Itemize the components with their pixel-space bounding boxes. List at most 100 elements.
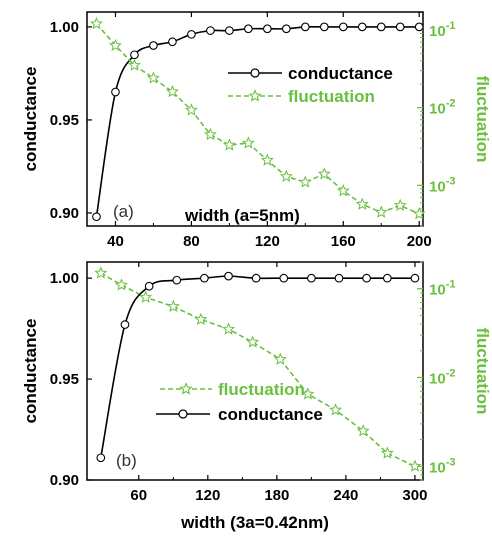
legend-label-fluctuation-a: fluctuation xyxy=(288,87,375,106)
point-fluctuation-b-11 xyxy=(380,446,394,459)
x-tick-label-b-2: 180 xyxy=(264,487,289,504)
point-conductance-b-9 xyxy=(334,273,344,283)
point-conductance-a-10 xyxy=(281,24,291,34)
legend-marker-conductance-a xyxy=(250,68,260,78)
point-fluctuation-b-3 xyxy=(166,299,180,313)
series-line-conductance-a xyxy=(95,25,420,217)
point-conductance-a-0 xyxy=(92,212,101,222)
y-tick-label-right-a-1: 10-2 xyxy=(429,98,455,118)
y-axis-label-left-a: conductance xyxy=(21,67,40,172)
point-conductance-b-6 xyxy=(251,273,261,283)
series-line-conductance-b xyxy=(100,275,415,458)
point-conductance-a-13 xyxy=(338,22,348,32)
point-conductance-b-8 xyxy=(307,273,316,283)
legend-marker-conductance-b xyxy=(178,409,188,419)
point-fluctuation-a-8 xyxy=(241,136,255,149)
point-conductance-a-2 xyxy=(130,50,139,60)
point-conductance-b-1 xyxy=(120,320,130,329)
legend-label-conductance-a: conductance xyxy=(288,64,393,83)
panel-label-b: (b) xyxy=(116,451,137,470)
point-fluctuation-a-4 xyxy=(165,84,179,98)
point-fluctuation-b-7 xyxy=(273,352,287,365)
point-fluctuation-a-0 xyxy=(90,16,103,30)
legend-label-conductance-b: conductance xyxy=(218,405,323,424)
plot-frame-b xyxy=(86,261,424,481)
point-fluctuation-b-0 xyxy=(94,266,108,279)
point-fluctuation-a-12 xyxy=(317,167,331,180)
point-conductance-a-5 xyxy=(187,29,196,39)
point-conductance-b-2 xyxy=(144,281,154,291)
point-conductance-b-12 xyxy=(410,273,420,283)
point-conductance-a-8 xyxy=(244,24,253,34)
y-tick-label-left-b-0: 0.90 xyxy=(50,472,79,489)
point-fluctuation-a-14 xyxy=(355,197,369,210)
point-fluctuation-a-5 xyxy=(184,103,198,116)
x-tick-label-b-1: 120 xyxy=(195,487,220,504)
panel-b: 60 120 180 240 300 0.90 0.95 1.00 10-1 10-2 10-3 (… xyxy=(21,261,492,532)
point-conductance-a-4 xyxy=(168,37,177,47)
x-axis-label-b: width (3a=0.42nm) xyxy=(180,513,329,532)
point-fluctuation-a-13 xyxy=(336,184,350,197)
point-conductance-a-14 xyxy=(357,22,367,32)
panel-label-a: (a) xyxy=(113,202,134,221)
point-fluctuation-a-1 xyxy=(108,38,122,52)
y-tick-label-left-a-0: 0.90 xyxy=(50,205,79,222)
series-a xyxy=(90,16,426,222)
y-tick-label-left-b-1: 0.95 xyxy=(50,371,79,388)
point-fluctuation-a-3 xyxy=(146,71,160,84)
point-fluctuation-a-17 xyxy=(412,207,426,220)
point-conductance-a-6 xyxy=(206,26,215,35)
point-conductance-b-11 xyxy=(382,273,392,283)
point-fluctuation-b-1 xyxy=(115,278,128,291)
point-conductance-b-4 xyxy=(200,273,209,283)
point-fluctuation-a-16 xyxy=(393,198,407,212)
x-tick-label-a-0: 40 xyxy=(107,233,124,250)
point-conductance-a-16 xyxy=(395,22,405,32)
point-conductance-b-0 xyxy=(96,453,106,463)
y-tick-label-right-a-0: 10-1 xyxy=(429,20,455,40)
y-tick-label-left-a-1: 0.95 xyxy=(50,112,79,129)
point-fluctuation-b-4 xyxy=(194,312,208,326)
x-tick-label-b-0: 60 xyxy=(130,487,147,504)
y-axis-label-right-b: fluctuation xyxy=(473,328,492,415)
x-tick-label-a-2: 120 xyxy=(255,233,280,250)
point-fluctuation-b-6 xyxy=(246,335,260,348)
point-fluctuation-a-15 xyxy=(374,205,388,218)
point-fluctuation-b-12 xyxy=(408,459,422,472)
y-axis-label-left-b: conductance xyxy=(21,319,40,424)
point-fluctuation-a-11 xyxy=(298,175,312,188)
point-fluctuation-b-10 xyxy=(356,424,370,437)
point-fluctuation-b-2 xyxy=(139,290,153,303)
legend-marker-fluctuation-b xyxy=(179,382,193,395)
series-line-fluctuation-b xyxy=(100,272,416,467)
x-tick-label-b-4: 300 xyxy=(402,487,427,504)
point-conductance-a-1 xyxy=(111,87,120,97)
point-fluctuation-a-2 xyxy=(127,58,141,71)
legend-a: conductance fluctuation xyxy=(228,64,393,106)
series-b xyxy=(94,266,422,472)
point-fluctuation-a-10 xyxy=(279,169,293,183)
plot-frame-a xyxy=(86,11,424,227)
point-conductance-a-11 xyxy=(300,22,310,32)
x-tick-label-a-4: 200 xyxy=(407,233,432,250)
point-conductance-a-7 xyxy=(225,26,234,35)
y-tick-label-right-a-2: 10-3 xyxy=(429,175,455,195)
x-tick-label-b-3: 240 xyxy=(333,487,358,504)
y-tick-label-right-b-0: 10-1 xyxy=(429,279,455,299)
point-fluctuation-b-8 xyxy=(301,387,315,400)
point-fluctuation-a-6 xyxy=(203,127,217,141)
panel-a: 40 80 120 160 200 0.90 0.95 1.00 10-1 10-2 10-3 (a… xyxy=(21,11,492,250)
point-fluctuation-b-5 xyxy=(222,322,236,335)
point-conductance-b-7 xyxy=(279,273,289,283)
point-conductance-a-15 xyxy=(376,22,386,32)
point-fluctuation-b-9 xyxy=(329,403,343,416)
y-axis-label-right-a: fluctuation xyxy=(473,76,492,163)
point-conductance-b-10 xyxy=(362,273,371,283)
legend-marker-fluctuation-a xyxy=(248,89,262,102)
point-conductance-a-12 xyxy=(319,22,329,32)
x-tick-label-a-3: 160 xyxy=(331,233,356,250)
point-fluctuation-a-9 xyxy=(260,153,274,166)
y-tick-label-right-b-2: 10-3 xyxy=(429,456,455,476)
x-axis-label-a: width (a=5nm) xyxy=(184,206,300,225)
